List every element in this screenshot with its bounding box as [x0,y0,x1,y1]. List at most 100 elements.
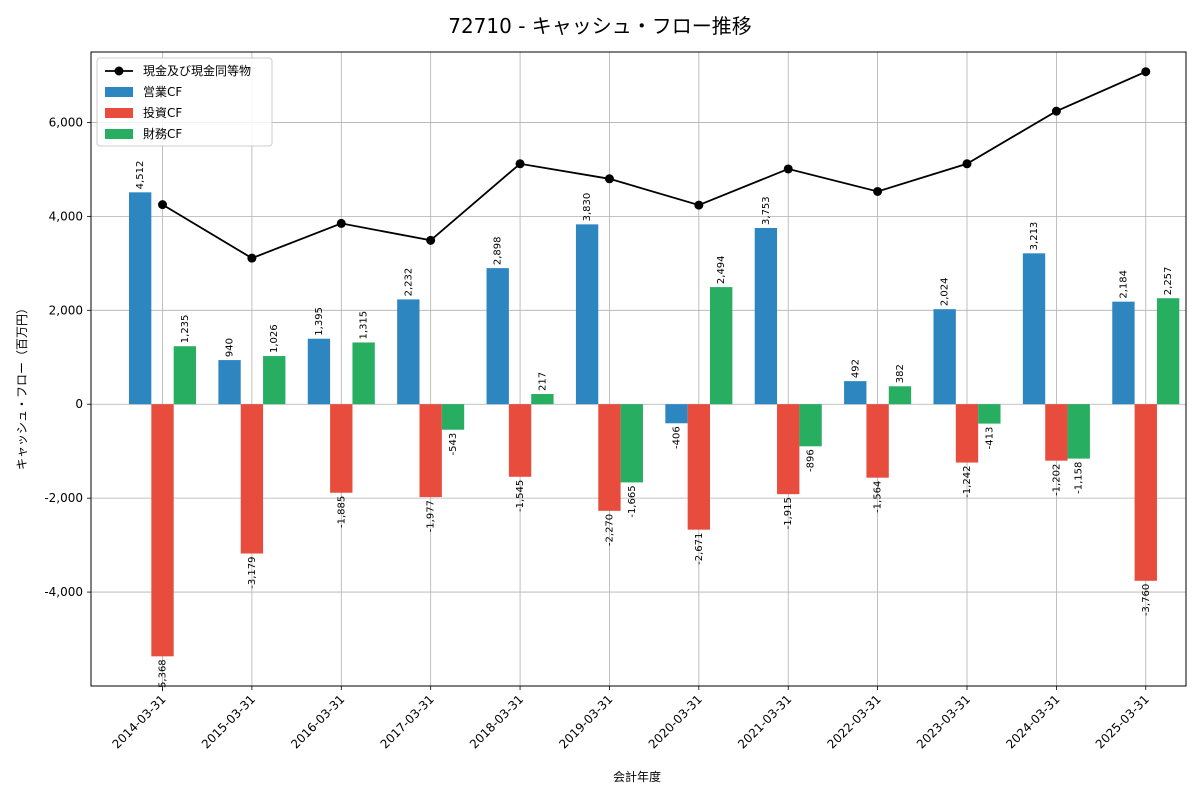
x-tick-label: 2023-03-31 [914,692,973,751]
x-tick-label: 2025-03-31 [1093,692,1152,751]
bar-営業CF [397,299,420,405]
bar-value-label: 2,232 [403,268,414,297]
bar-value-label: 3,753 [761,196,772,225]
legend-swatch [105,129,133,139]
bar-value-label: 2,024 [940,278,951,307]
cash-point [515,159,525,169]
bar-投資CF [1134,404,1157,581]
bar-財務CF [978,404,1001,424]
bar-営業CF [307,338,331,405]
bar-営業CF [128,192,152,405]
bar-value-label: 3,213 [1029,222,1040,251]
x-axis-label: 会計年度 [613,769,661,784]
cash-point [158,200,168,210]
bar-value-label: -3,179 [247,557,258,589]
bar-value-label: 2,494 [716,255,727,284]
x-tick-label: 2018-03-31 [467,692,526,751]
bar-value-label: -1,564 [873,481,884,513]
bar-value-label: 2,898 [493,236,504,265]
bar-財務CF [1156,298,1180,405]
bar-value-label: -543 [448,433,459,456]
bar-value-label: -1,665 [627,485,638,517]
bar-value-label: 2,184 [1118,270,1129,299]
cash-point [873,186,883,196]
bar-財務CF [799,404,822,447]
legend-box [96,57,273,147]
bar-営業CF [1022,253,1046,405]
bar-value-label: 382 [895,364,906,383]
bar-value-label: -2,270 [604,514,615,546]
bar-投資CF [598,404,621,511]
bar-value-label: 1,235 [180,315,191,344]
grid [91,52,1186,686]
x-tick-label: 2022-03-31 [825,692,884,751]
x-tick-label: 2015-03-31 [199,692,258,751]
bar-value-label: 4,512 [135,161,146,190]
bar-value-label: 492 [850,359,861,378]
data-labels: 4,512 940 1,395 2,232 2,898 3,830 -406 3,753 492… [135,161,1174,692]
bar-value-label: 2,257 [1163,267,1174,296]
bar-営業CF [486,268,509,405]
bar-営業CF [1112,301,1135,405]
bar-財務CF [1067,404,1090,459]
y-tick-label: 4,000 [49,209,83,223]
cash-line [158,67,1151,263]
legend-marker [114,66,124,76]
y-tick-label: 0 [75,397,83,411]
bar-value-label: -1,545 [515,480,526,512]
bar-value-label: -1,202 [1051,464,1062,496]
bar-投資CF [955,404,979,463]
bar-投資CF [687,404,711,530]
cash-point [1051,106,1061,116]
bar-財務CF [441,404,465,430]
bar-営業CF [575,224,599,405]
y-tick-label: -2,000 [44,491,83,505]
bars [128,192,1180,657]
bar-value-label: -1,885 [336,496,347,528]
chart-title: 72710 - キャッシュ・フロー推移 [448,14,752,38]
bar-value-label: 1,315 [359,311,370,340]
bar-財務CF [620,404,643,483]
cash-point [247,253,257,263]
cash-point [426,235,436,245]
bar-営業CF [665,404,688,424]
cash-point [962,159,972,169]
cash-point [336,218,346,228]
x-tick-label: 2021-03-31 [735,692,794,751]
bar-value-label: -1,158 [1074,462,1085,494]
bar-value-label: -1,915 [783,497,794,529]
bar-value-label: -2,671 [694,533,705,565]
bar-投資CF [1045,404,1068,461]
x-tick-label: 2020-03-31 [646,692,705,751]
cash-point [1141,67,1151,77]
x-tick-label: 2017-03-31 [378,692,437,751]
bar-投資CF [151,404,174,657]
cash-point [694,200,704,210]
bar-value-label: 3,830 [582,193,593,222]
bar-value-label: -3,760 [1141,584,1152,616]
legend-label: 現金及び現金同等物 [143,63,251,78]
bar-営業CF [218,360,241,405]
bar-value-label: 940 [225,338,236,357]
y-tick-label: 6,000 [49,115,83,129]
bar-投資CF [240,404,264,554]
bar-財務CF [173,346,197,405]
legend-swatch [105,108,133,118]
bar-投資CF [508,404,532,477]
bar-営業CF [754,227,778,405]
cash-line-path [162,70,1147,260]
y-tick-label: 2,000 [49,303,83,317]
bar-財務CF [710,287,733,405]
bar-財務CF [263,356,286,405]
bar-財務CF [531,394,554,405]
bar-財務CF [888,386,912,405]
bar-value-label: -406 [671,426,682,449]
bar-投資CF [419,404,442,498]
bar-営業CF [844,381,867,405]
x-tick-label: 2019-03-31 [556,692,615,751]
bar-value-label: 1,395 [314,307,325,336]
plot-frame [90,51,1187,687]
bar-投資CF [330,404,353,493]
bar-value-label: -5,368 [158,659,169,691]
